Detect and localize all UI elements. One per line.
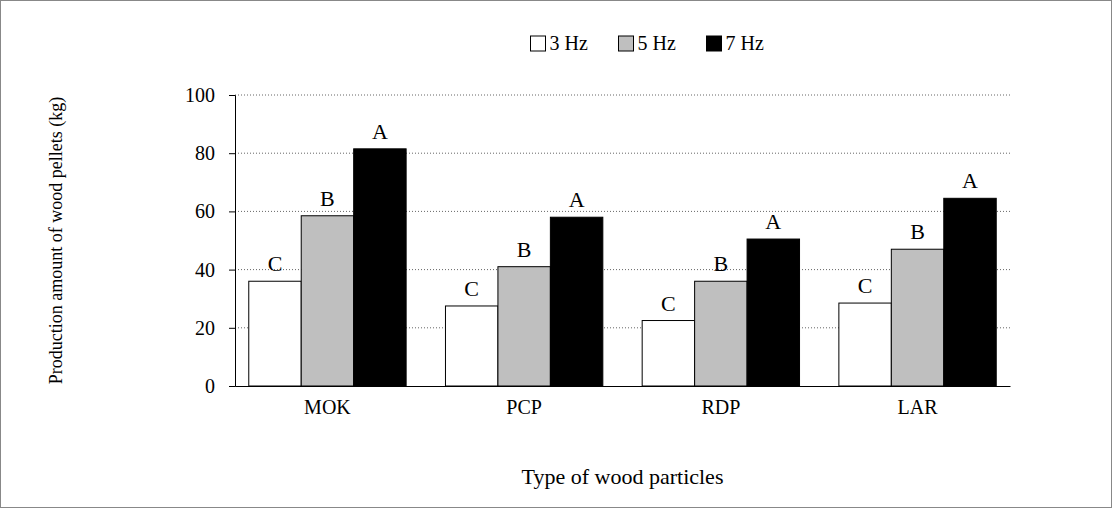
legend-swatch	[619, 36, 634, 51]
tick: 60	[195, 200, 235, 222]
tick-mark	[229, 386, 235, 387]
letters: C C C C B B B B A A A A	[268, 119, 978, 316]
significance-letter: B	[714, 251, 729, 276]
significance-letter: A	[569, 187, 585, 212]
bar	[747, 239, 799, 386]
legend-swatch	[707, 36, 722, 51]
axis-line	[229, 96, 236, 387]
tick: MOK	[304, 386, 351, 418]
bar	[550, 217, 602, 386]
legend-label: 5 Hz	[638, 32, 676, 54]
tick-label: 80	[195, 142, 215, 164]
bar	[944, 198, 996, 386]
bars	[249, 149, 996, 386]
frame	[1, 1, 1112, 508]
tick-label: RDP	[701, 396, 740, 418]
bar	[642, 321, 694, 386]
tick: 0	[205, 375, 235, 397]
bar	[891, 249, 943, 386]
axis-line	[236, 386, 1011, 387]
x-axis: MOK PCP RDP LAR	[236, 386, 1011, 418]
bar	[498, 267, 550, 386]
tick-label: PCP	[506, 396, 542, 418]
tick-label: 60	[195, 200, 215, 222]
tick-label: 20	[195, 317, 215, 339]
bar	[695, 281, 747, 386]
significance-letter: A	[765, 209, 781, 234]
tick: PCP	[506, 386, 542, 418]
tick-mark	[229, 270, 235, 271]
bar	[354, 149, 406, 386]
significance-letter: B	[320, 186, 335, 211]
y-axis: 0 20 40 60 80 100	[185, 84, 236, 397]
legend-swatch	[531, 36, 546, 51]
y-axis-title: Production amount of wood pellets (kg)	[46, 97, 67, 384]
significance-letter: B	[517, 237, 532, 262]
bar	[301, 216, 353, 386]
grid-line	[235, 153, 1010, 154]
tick: LAR	[898, 386, 939, 418]
tick: 40	[195, 259, 235, 281]
significance-letter: A	[372, 119, 388, 144]
significance-letter: C	[464, 276, 479, 301]
bar	[839, 303, 891, 386]
legend-label: 7 Hz	[726, 32, 764, 54]
grid-line	[235, 211, 1010, 212]
significance-letter: C	[661, 291, 676, 316]
tick-mark	[229, 211, 235, 212]
tick-label: MOK	[304, 396, 351, 418]
tick-mark	[229, 95, 235, 96]
significance-letter: C	[858, 273, 873, 298]
legend-label: 3 Hz	[550, 32, 588, 54]
tick: 80	[195, 142, 235, 164]
significance-letter: A	[962, 168, 978, 193]
tick: RDP	[701, 386, 740, 418]
bar	[249, 281, 301, 386]
tick-label: 0	[205, 375, 215, 397]
tick-label: LAR	[898, 396, 939, 418]
chart: C C C C B B B B A A A A 0 20 40 60 80 100 MOK PCP RDP LAR Type…	[0, 0, 1112, 508]
tick: 100	[185, 84, 235, 106]
significance-letter: B	[910, 219, 925, 244]
x-axis-title: Type of wood particles	[522, 464, 724, 489]
tick-mark	[229, 328, 235, 329]
tick-label: 100	[185, 84, 215, 106]
tick-mark	[229, 153, 235, 154]
grid-line	[235, 95, 1010, 96]
legend: 3 Hz 5 Hz 7 Hz	[531, 32, 764, 54]
bar	[445, 306, 497, 386]
tick: 20	[195, 317, 235, 339]
significance-letter: C	[268, 251, 283, 276]
tick-label: 40	[195, 259, 215, 281]
